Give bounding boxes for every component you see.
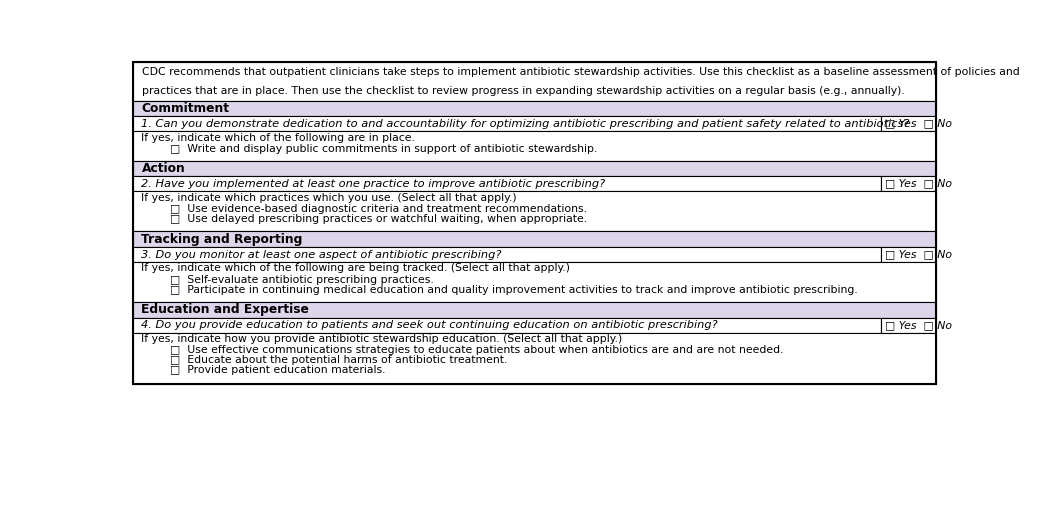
Bar (134, 161, 937, 176)
Text: 1. Can you demonstrate dedication to and accountability for optimizing antibioti: 1. Can you demonstrate dedication to and… (142, 118, 909, 129)
Text: □ Yes  □ No: □ Yes □ No (884, 321, 951, 330)
Bar (134, 100, 937, 116)
Bar (134, 62, 937, 384)
Text: □  Educate about the potential harms of antibiotic treatment.: □ Educate about the potential harms of a… (170, 355, 507, 366)
Bar (880, 176, 936, 191)
Text: Tracking and Reporting: Tracking and Reporting (142, 233, 302, 246)
Bar (134, 317, 880, 333)
Text: □  Use delayed prescribing practices or watchful waiting, when appropriate.: □ Use delayed prescribing practices or w… (170, 214, 587, 224)
Text: 2. Have you implemented at least one practice to improve antibiotic prescribing?: 2. Have you implemented at least one pra… (142, 179, 606, 189)
Text: □  Use effective communications strategies to educate patients about when antibi: □ Use effective communications strategie… (170, 345, 783, 355)
Bar (880, 116, 936, 131)
Text: Commitment: Commitment (142, 102, 229, 115)
Text: If yes, indicate how you provide antibiotic stewardship education. (Select all t: If yes, indicate how you provide antibio… (142, 334, 623, 344)
Bar (134, 302, 937, 317)
Text: Action: Action (142, 162, 186, 175)
Bar (134, 262, 937, 302)
Text: □  Provide patient education materials.: □ Provide patient education materials. (170, 366, 386, 375)
Text: □  Self-evaluate antibiotic prescribing practices.: □ Self-evaluate antibiotic prescribing p… (170, 275, 434, 284)
Bar (134, 247, 880, 262)
Bar (134, 333, 937, 384)
Bar (134, 116, 880, 131)
Text: Education and Expertise: Education and Expertise (142, 303, 310, 316)
Text: □  Use evidence-based diagnostic criteria and treatment recommendations.: □ Use evidence-based diagnostic criteria… (170, 204, 587, 214)
Text: □ Yes  □ No: □ Yes □ No (884, 179, 951, 189)
Text: If yes, indicate which practices which you use. (Select all that apply.): If yes, indicate which practices which y… (142, 192, 517, 203)
Text: □  Participate in continuing medical education and quality improvement activitie: □ Participate in continuing medical educ… (170, 284, 857, 295)
Bar (134, 191, 937, 232)
Bar (134, 62, 937, 100)
Bar (880, 247, 936, 262)
Bar (134, 232, 937, 247)
Text: □  Write and display public commitments in support of antibiotic stewardship.: □ Write and display public commitments i… (170, 144, 598, 154)
Text: 4. Do you provide education to patients and seek out continuing education on ant: 4. Do you provide education to patients … (142, 321, 718, 330)
Bar (134, 131, 937, 161)
Text: 3. Do you monitor at least one aspect of antibiotic prescribing?: 3. Do you monitor at least one aspect of… (142, 250, 502, 260)
Text: If yes, indicate which of the following are in place.: If yes, indicate which of the following … (142, 132, 415, 143)
Text: practices that are in place. Then use the checklist to review progress in expand: practices that are in place. Then use th… (142, 86, 905, 96)
Text: □ Yes  □ No: □ Yes □ No (884, 250, 951, 260)
Text: CDC recommends that outpatient clinicians take steps to implement antibiotic ste: CDC recommends that outpatient clinician… (142, 67, 1020, 77)
Bar (134, 176, 880, 191)
Text: □ Yes  □ No: □ Yes □ No (884, 118, 951, 129)
Bar (880, 317, 936, 333)
Text: If yes, indicate which of the following are being tracked. (Select all that appl: If yes, indicate which of the following … (142, 263, 571, 273)
